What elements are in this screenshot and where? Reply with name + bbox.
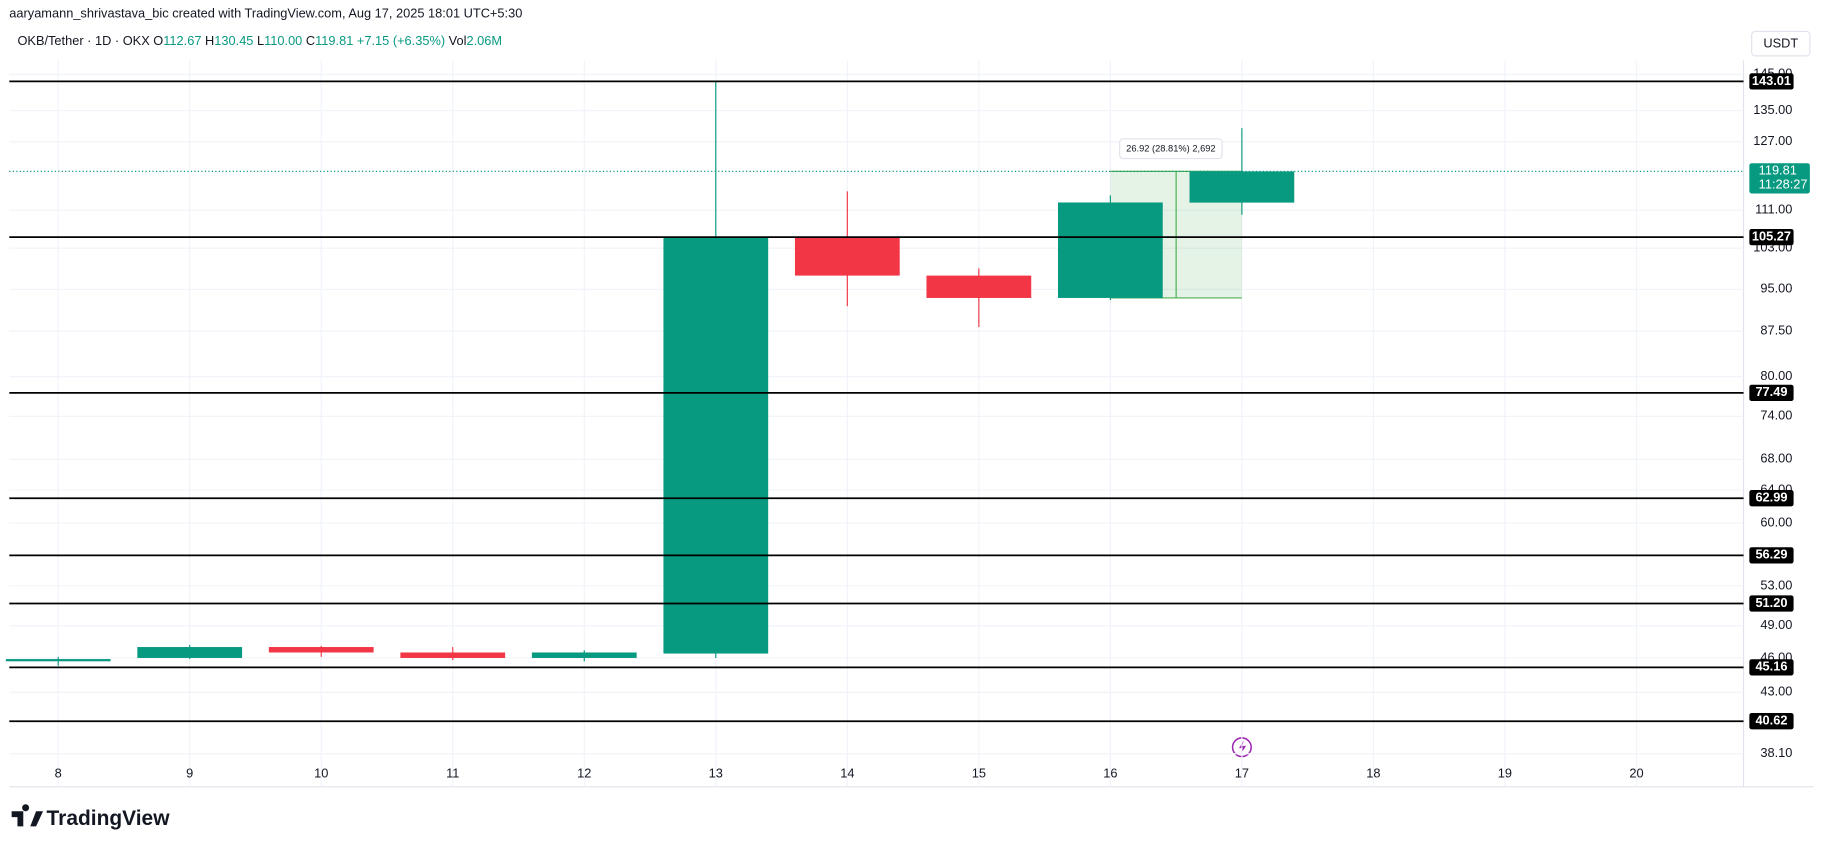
level-label: 56.29 <box>1755 547 1787 562</box>
logo-mark <box>11 804 30 827</box>
y-tick-label: 87.50 <box>1760 323 1792 338</box>
legend-label: C <box>306 33 315 48</box>
level-label: 62.99 <box>1755 490 1787 505</box>
x-tick-label: 12 <box>577 765 591 780</box>
y-tick-label: 60.00 <box>1760 514 1792 529</box>
logo-mark <box>30 811 44 827</box>
level-label: 40.62 <box>1755 713 1787 728</box>
candle-body <box>1057 202 1163 298</box>
level-tag <box>1749 713 1794 730</box>
x-tick-label: 16 <box>1103 765 1117 780</box>
level-tag <box>1749 547 1794 564</box>
x-tick-label: 14 <box>840 765 854 780</box>
y-tick-label: 68.00 <box>1760 451 1792 466</box>
legend-label: L <box>257 33 264 48</box>
legend-value: 119.81 <box>315 33 353 48</box>
level-label: 105.27 <box>1752 229 1791 244</box>
symbol: OKB/Tether · 1D · OKX <box>17 33 150 48</box>
level-tag <box>1749 73 1794 90</box>
y-tick-label: 43.00 <box>1760 684 1792 699</box>
attribution: aaryamann_shrivastava_bic created with T… <box>9 5 522 20</box>
countdown: 11:28:27 <box>1759 177 1808 192</box>
level-label: 143.01 <box>1752 73 1791 88</box>
level-label: 51.20 <box>1755 595 1787 610</box>
legend: OKB/Tether · 1D · OKX O112.67 H130.45 L1… <box>17 33 502 48</box>
legend-value: 130.45 <box>214 33 253 48</box>
logo: TradingView <box>11 804 171 830</box>
legend-value: 112.67 <box>163 33 201 48</box>
y-tick-label: 80.00 <box>1760 368 1792 383</box>
y-tick-label: 38.10 <box>1760 745 1792 760</box>
candle-body <box>663 237 769 654</box>
x-tick-label: 20 <box>1629 765 1643 780</box>
y-tick-label: 135.00 <box>1753 102 1792 117</box>
event-icon-bolt <box>1238 740 1247 754</box>
volume-value: 2.06M <box>466 33 502 48</box>
last-price-label: 119.81 <box>1759 163 1797 178</box>
candle-body <box>531 652 637 658</box>
y-tick-label: 49.00 <box>1760 617 1792 632</box>
measure-tag <box>1119 138 1223 160</box>
currency[interactable]: USDT <box>1763 36 1798 51</box>
candle-body <box>1189 171 1295 203</box>
x-tick-label: 8 <box>55 765 62 780</box>
currency-button[interactable] <box>1751 30 1811 57</box>
measure-text: 26.92 (28.81%) 2,692 <box>1126 144 1215 154</box>
legend-label: H <box>205 33 214 48</box>
x-tick-label: 13 <box>709 765 723 780</box>
y-tick-label: 74.00 <box>1760 408 1792 423</box>
candle-body <box>137 647 243 658</box>
x-tick-label: 11 <box>446 765 459 780</box>
legend-label: O <box>153 33 163 48</box>
level-tag <box>1749 595 1794 612</box>
change: +7.15 (+6.35%) <box>357 33 445 48</box>
x-tick-label: 10 <box>314 765 328 780</box>
level-label: 77.49 <box>1755 384 1787 399</box>
candle-body <box>926 275 1032 298</box>
x-tick-label: 17 <box>1235 765 1249 780</box>
candle-body <box>794 237 900 276</box>
y-tick-label: 95.00 <box>1760 281 1792 296</box>
last-price-tag <box>1749 163 1810 194</box>
x-tick-label: 15 <box>972 765 986 780</box>
candle-body <box>5 659 111 662</box>
level-label: 45.16 <box>1755 659 1787 674</box>
level-tag <box>1749 659 1794 676</box>
brand: TradingView <box>47 807 171 830</box>
y-tick-label: 53.00 <box>1760 577 1792 592</box>
x-tick-label: 9 <box>186 765 193 780</box>
volume-label: Vol <box>449 33 467 48</box>
y-tick-label: 127.00 <box>1753 133 1792 148</box>
x-tick-label: 18 <box>1366 765 1380 780</box>
legend-value: 110.00 <box>264 33 302 48</box>
x-tick-label: 19 <box>1498 765 1512 780</box>
candle-body <box>400 652 506 658</box>
y-tick-label: 111.00 <box>1755 202 1792 217</box>
candle-body <box>268 647 374 653</box>
level-tag <box>1749 490 1794 507</box>
level-tag <box>1749 228 1794 246</box>
level-tag <box>1749 384 1794 402</box>
